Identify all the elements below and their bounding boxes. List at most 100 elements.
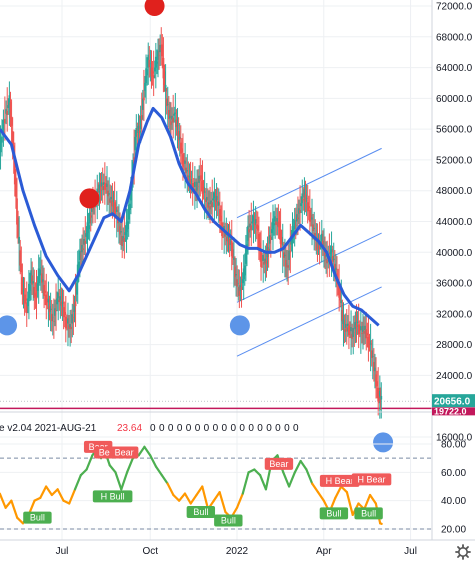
oscillator-segment (212, 491, 221, 502)
oscillator-segment (311, 482, 320, 494)
oscillator-segment (363, 493, 372, 511)
indicator-value: 23.64 (117, 423, 142, 434)
price-tick-label: 60000.0 (436, 94, 473, 105)
oscillator-segment (85, 454, 94, 471)
oscillator-segment (189, 493, 198, 505)
oscillator-segment (259, 474, 268, 491)
signal-label: Bull (193, 507, 208, 517)
support-price-label: 19722.0 (434, 406, 467, 416)
oscillator-segment (154, 465, 163, 477)
oscillator-segment (125, 457, 134, 474)
oscillator-segment (253, 468, 262, 477)
price-tick-label: 28000.0 (436, 340, 473, 351)
oscillator-segment (68, 488, 77, 505)
price-tick-label: 72000.0 (436, 2, 473, 13)
price-grid (0, 0, 432, 540)
oscillator-segment (39, 485, 48, 499)
bull-signal-badge (92, 490, 133, 503)
time-axis[interactable]: Jul Oct 2022 Apr Jul (56, 546, 417, 557)
bull-signal-badge (186, 506, 216, 518)
oscillator-segment (316, 491, 325, 502)
signal-label: Bull (361, 508, 376, 518)
signal-label: H Bear (357, 474, 385, 484)
buy-marker-dot (229, 315, 250, 336)
oscillator-segment (235, 492, 244, 509)
oscillator-segment (201, 485, 210, 511)
oscillator-segment (160, 474, 169, 485)
oscillator-segment (345, 491, 354, 516)
price-tick-label: 36000.0 (436, 279, 473, 290)
sell-marker-dot (144, 0, 165, 16)
price-pane[interactable] (0, 0, 432, 540)
oscillator-segment (287, 471, 296, 488)
price-tick-label: 16000.0 (436, 433, 473, 444)
oscillator-tick-label: 20.00 (441, 525, 466, 536)
signal-label: Bear (99, 448, 118, 458)
oscillator-segment (4, 499, 13, 509)
signal-label: Bull (326, 508, 341, 518)
bear-signal-badge (351, 473, 392, 486)
oscillator-segment (305, 468, 314, 485)
oscillator-segment (56, 488, 65, 502)
oscillator-segment (166, 482, 175, 497)
price-axis[interactable]: 72000.0 68000.0 64000.0 60000.0 56000.0 52000… (436, 2, 473, 444)
signal-label: H Bull (101, 491, 125, 501)
oscillator-segment (368, 493, 377, 505)
time-tick-label: Jul (56, 546, 69, 557)
oscillator-segment (143, 445, 152, 457)
trend-channel[interactable] (236, 147, 382, 357)
support-price-tag (432, 407, 475, 416)
indicator-title: e v2.04 2021-AUG-21 (0, 423, 97, 434)
price-series (0, 27, 383, 419)
price-tick-label: 40000.0 (436, 248, 473, 259)
oscillator-segment (282, 471, 291, 488)
oscillator-segment (218, 491, 227, 514)
last-price-tag (432, 394, 475, 408)
support-line[interactable] (0, 400, 432, 410)
price-tick-label: 32000.0 (436, 309, 473, 320)
time-tick-label: Jul (404, 546, 417, 557)
signal-label: Bull (221, 516, 236, 526)
bear-signal-badge (319, 474, 360, 487)
oscillator-segment (44, 485, 53, 497)
price-tick-label: 56000.0 (436, 125, 473, 136)
oscillator-segment (183, 492, 192, 505)
oscillator-segment (195, 485, 204, 497)
signal-label: Bull (30, 513, 45, 523)
price-tick-label: 48000.0 (436, 186, 473, 197)
oscillator-segment (0, 492, 7, 509)
oscillator-tick-label: 40.00 (441, 496, 466, 507)
oscillator-segment (73, 474, 82, 491)
marker-dots (0, 0, 394, 453)
bull-signal-badge (319, 507, 349, 520)
bear-signal-badge (109, 446, 139, 459)
bull-signal-badge (354, 507, 383, 520)
oscillator-axis[interactable]: 80.00 60.00 40.00 20.00 (441, 440, 466, 536)
signal-label: Bear (269, 459, 288, 469)
gear-icon[interactable] (455, 544, 471, 560)
time-tick-label: Oct (142, 546, 158, 557)
oscillator-segment (10, 499, 19, 519)
oscillator-segment (50, 488, 59, 497)
oscillator-segment (379, 522, 383, 525)
channel-line (236, 147, 382, 219)
price-tick-label: 52000.0 (436, 155, 473, 166)
bull-signal-badge (23, 511, 52, 524)
time-tick-label: 2022 (226, 546, 249, 557)
moving-average-path (0, 106, 380, 327)
price-tick-label: 44000.0 (436, 217, 473, 228)
price-tick-label: 68000.0 (436, 32, 473, 43)
oscillator-segment (16, 516, 25, 525)
oscillator-segment (120, 471, 129, 491)
oscillator-segment (172, 493, 181, 502)
time-tick-label: Apr (316, 546, 332, 557)
oscillator-tick-label: 60.00 (441, 468, 466, 479)
oscillator-segment (178, 492, 187, 502)
channel-line (236, 232, 382, 303)
oscillator-segment (108, 464, 117, 474)
